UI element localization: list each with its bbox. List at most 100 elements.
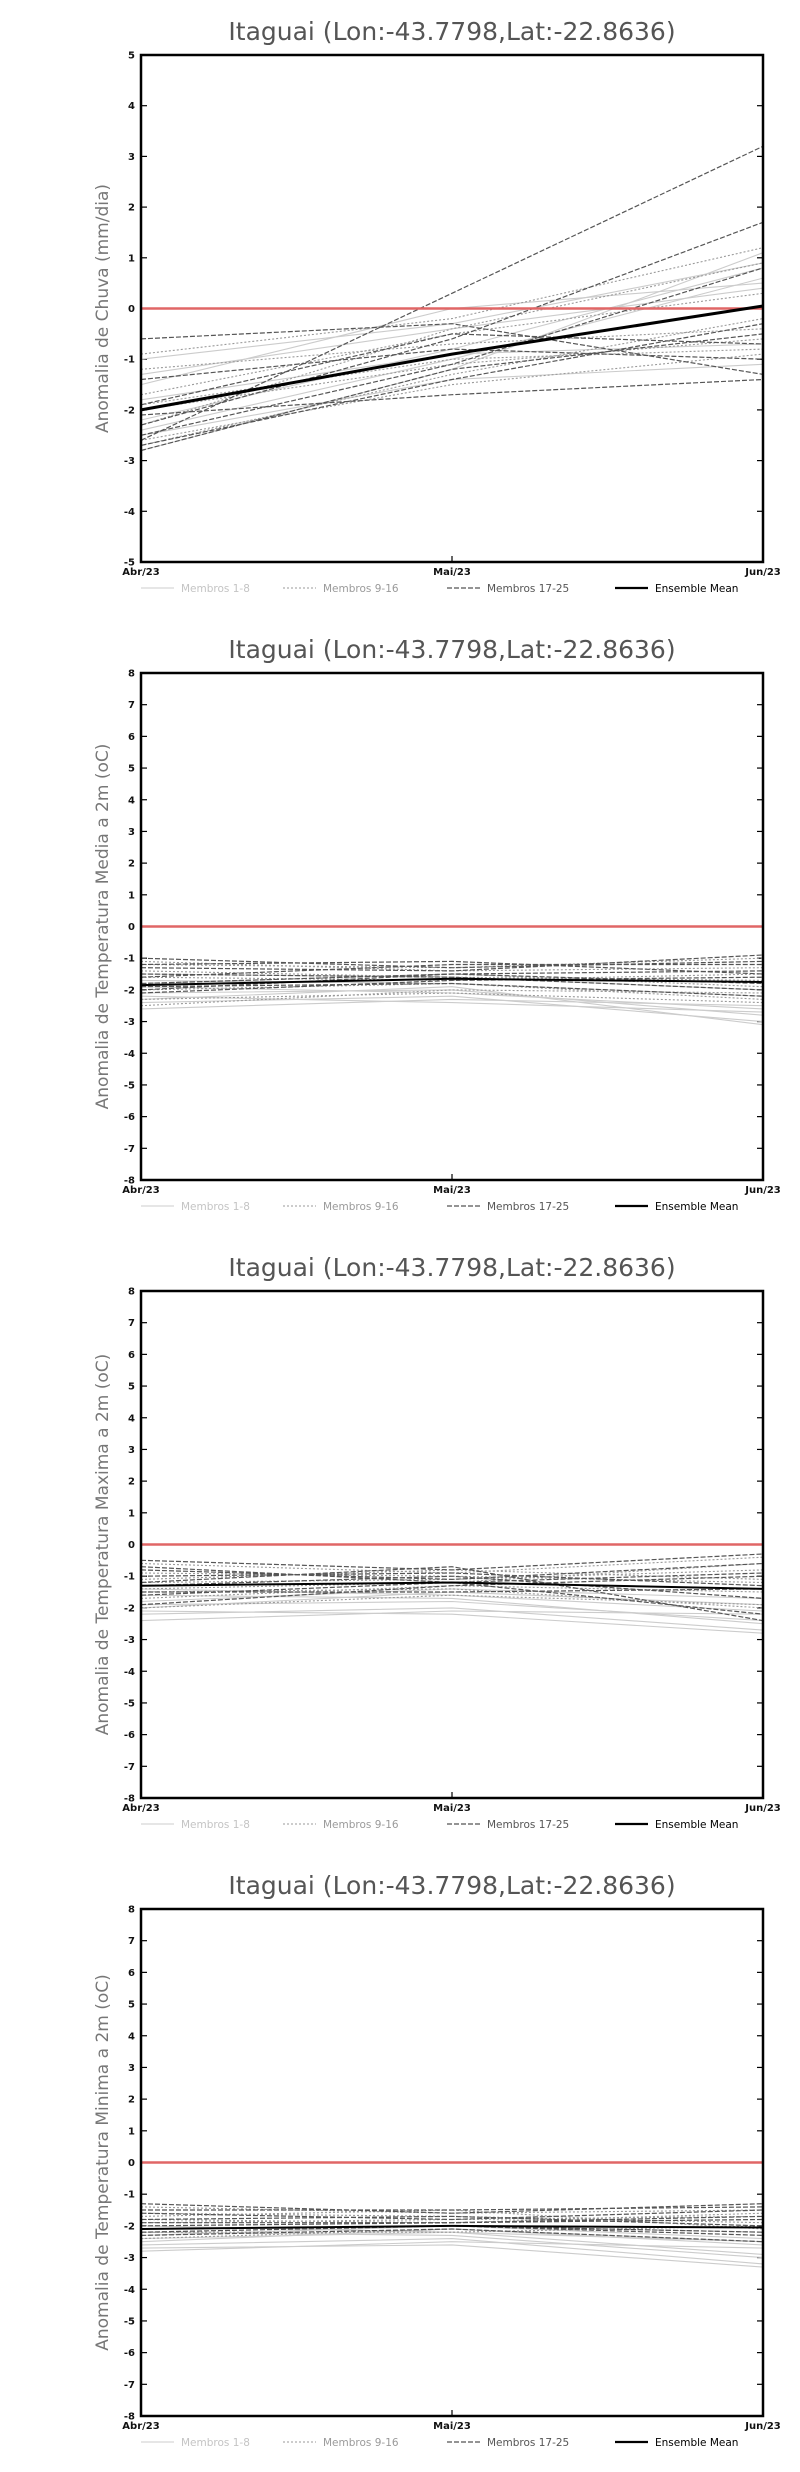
y-tick-label: -3 (124, 2253, 135, 2264)
y-tick-label: -7 (124, 2380, 135, 2391)
y-tick-label: -5 (124, 2316, 135, 2327)
y-tick-label: -7 (124, 1144, 135, 1155)
chart-panel-3: Itaguai (Lon:-43.7798,Lat:-22.8636) Anoma… (0, 1236, 800, 1854)
y-tick-label: -4 (124, 1049, 135, 1060)
legend-label: Membros 9-16 (323, 1201, 399, 1213)
member-line-group1-4 (140, 1594, 764, 1625)
y-tick-label: -4 (124, 1667, 135, 1678)
ensemble-mean-line (140, 1581, 764, 1590)
member-line-group2-1 (140, 1556, 764, 1574)
y-tick-label: 6 (128, 732, 135, 743)
x-tick-label: Mai/23 (433, 2421, 471, 2432)
member-line-group3-9 (141, 1588, 764, 1593)
member-line-group1-1 (140, 2238, 764, 2265)
y-tick-label: 2 (128, 859, 135, 870)
member-line-group1-4 (140, 2231, 764, 2259)
member-line-group1-7 (140, 1610, 764, 1634)
y-tick-label: 3 (128, 827, 135, 838)
member-line-group2-2 (140, 353, 764, 441)
member-line-group2-7 (140, 262, 764, 426)
y-tick-label: 8 (128, 1905, 135, 1916)
y-tick-label: -6 (124, 1112, 135, 1123)
member-line-group1-2 (140, 989, 764, 1016)
y-tick-label: 7 (128, 700, 135, 711)
y-tick-label: 5 (128, 2000, 135, 2011)
x-tick-label: Jun/23 (744, 1185, 781, 1196)
y-tick-label: -5 (124, 558, 135, 569)
member-line-group1-1 (140, 995, 764, 1023)
plot-frame (139, 1289, 765, 1800)
member-line-group3-3 (140, 1572, 764, 1587)
member-line-group3-5 (140, 333, 764, 452)
member-line-group1-6 (140, 986, 764, 1026)
y-tick-label: 1 (128, 1508, 135, 1519)
y-tick-label: -1 (124, 954, 135, 965)
member-line-group1-8 (140, 1588, 764, 1603)
y-tick-label: 0 (128, 2158, 135, 2169)
y-tick-label: 5 (128, 1382, 135, 1393)
member-line-group2-6 (140, 328, 764, 370)
chart-svg: Itaguai (Lon:-43.7798,Lat:-22.8636) Anoma… (93, 1253, 781, 1831)
chart-svg: Itaguai (Lon:-43.7798,Lat:-22.8636) Anoma… (93, 1871, 781, 2449)
member-line-group3-8 (140, 267, 764, 436)
legend-label: Membros 17-25 (487, 583, 569, 595)
y-tick-label: 3 (128, 152, 135, 163)
plot-frame (139, 671, 765, 1182)
member-line-group1-7 (140, 2244, 764, 2268)
member-line-group3-7 (140, 2228, 764, 2243)
y-tick-label: 2 (128, 2095, 135, 2106)
y-tick-label: 1 (128, 890, 135, 901)
y-tick-label: 1 (128, 2126, 135, 2137)
member-line-group3-2 (140, 2209, 764, 2221)
member-line-group1-3 (140, 2241, 764, 2252)
x-tick-label: Abr/23 (122, 1803, 159, 1814)
ensemble-mean-line (140, 977, 764, 987)
member-line-group3-7 (140, 333, 764, 406)
member-line-group3-1 (140, 1553, 764, 1571)
y-tick-label: 0 (128, 922, 135, 933)
chart-panel-2: Itaguai (Lon:-43.7798,Lat:-22.8636) Anoma… (0, 618, 800, 1236)
member-line-group3-1 (140, 957, 764, 969)
member-line-group3-6 (140, 378, 764, 416)
chart-title: Itaguai (Lon:-43.7798,Lat:-22.8636) (228, 635, 675, 664)
y-tick-label: -8 (124, 1794, 135, 1805)
y-tick-label: -1 (124, 2190, 135, 2201)
legend-label: Membros 9-16 (323, 1819, 399, 1831)
member-line-group1-4 (140, 998, 764, 1010)
x-tick-label: Mai/23 (433, 1803, 471, 1814)
member-line-group3-2 (140, 1562, 764, 1581)
y-axis-label: Anomalia de Chuva (mm/dia) (93, 184, 113, 433)
y-tick-label: 4 (128, 795, 135, 806)
chart-svg: Itaguai (Lon:-43.7798,Lat:-22.8636) Anoma… (93, 635, 781, 1213)
member-line-group2-4 (140, 338, 764, 411)
y-tick-label: 4 (128, 1413, 135, 1424)
x-tick-label: Abr/23 (122, 1185, 159, 1196)
x-tick-label: Mai/23 (433, 567, 471, 578)
legend-label: Membros 9-16 (323, 583, 399, 595)
y-tick-label: 7 (128, 1318, 135, 1329)
member-line-group2-8 (140, 348, 764, 406)
member-line-group3-6 (140, 973, 764, 991)
y-tick-label: -3 (124, 1635, 135, 1646)
legend-label: Ensemble Mean (655, 583, 738, 595)
legend-label: Ensemble Mean (655, 1201, 738, 1213)
x-tick-label: Jun/23 (744, 1803, 781, 1814)
chart-title: Itaguai (Lon:-43.7798,Lat:-22.8636) (228, 1871, 675, 1900)
legend-label: Membros 9-16 (323, 2437, 399, 2449)
member-line-group1-2 (140, 277, 764, 431)
ensemble-mean-line (140, 304, 764, 412)
y-tick-label: 6 (128, 1350, 135, 1361)
y-tick-label: 4 (128, 2031, 135, 2042)
y-tick-label: -6 (124, 2348, 135, 2359)
y-tick-label: 6 (128, 1968, 135, 1979)
legend-label: Membros 1-8 (181, 2437, 250, 2449)
y-tick-label: -2 (124, 2221, 135, 2232)
x-tick-label: Abr/23 (122, 2421, 159, 2432)
legend-label: Membros 1-8 (181, 583, 250, 595)
y-tick-label: 8 (128, 1287, 135, 1298)
member-line-group3-8 (140, 960, 764, 975)
y-tick-label: 0 (128, 304, 135, 315)
legend-label: Membros 17-25 (487, 1819, 569, 1831)
x-tick-label: Abr/23 (122, 567, 159, 578)
legend-label: Membros 1-8 (181, 1819, 250, 1831)
